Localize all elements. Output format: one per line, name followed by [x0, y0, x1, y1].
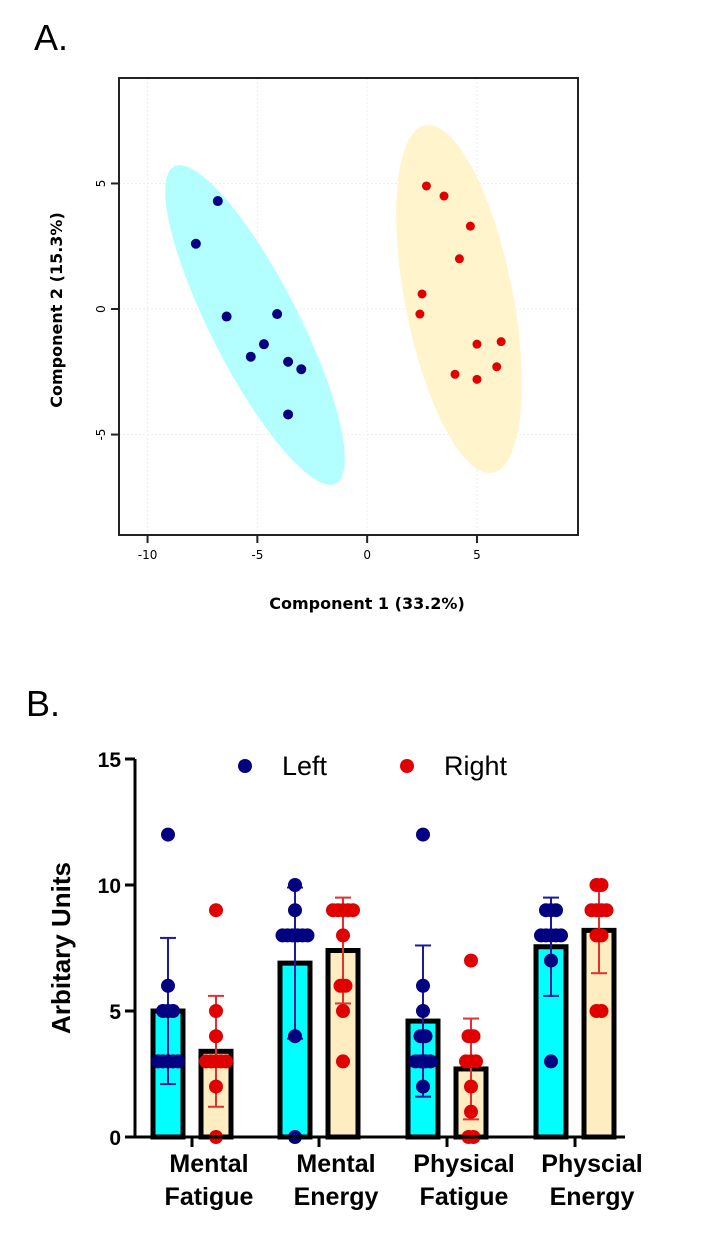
category-label-line2: Fatigue — [420, 1183, 509, 1211]
category-label-line1: Physcial — [541, 1150, 642, 1178]
data-point-right — [209, 1029, 223, 1044]
y-tick-label: 5 — [109, 1001, 121, 1024]
x-tick-label: -5 — [251, 548, 263, 562]
x-tick-label: -10 — [138, 548, 158, 562]
data-point-right — [338, 978, 353, 993]
legend-left-label: Left — [282, 751, 328, 781]
plot-frame — [118, 77, 579, 536]
x-axis-title: Component 1 (33.2%) — [269, 594, 465, 613]
y-tick-label: 0 — [94, 305, 108, 313]
data-point-right — [472, 339, 482, 349]
y-tick-label: 0 — [109, 1127, 121, 1150]
category-label-line1: Mental — [296, 1150, 375, 1178]
category-label-line2: Energy — [294, 1183, 379, 1211]
y-tick-label: 10 — [98, 875, 121, 898]
data-point-right — [336, 1054, 350, 1069]
data-point-right — [346, 903, 360, 918]
data-point-right — [466, 1029, 481, 1044]
data-point-left — [258, 339, 269, 350]
data-point-left — [283, 409, 294, 420]
data-point-left — [416, 827, 430, 842]
data-point-left — [288, 1029, 302, 1044]
panel-b-label: B. — [26, 683, 60, 724]
data-point-left — [212, 196, 223, 207]
data-point-right — [469, 1054, 483, 1069]
data-point-left — [544, 1054, 558, 1069]
category-label-line1: Mental — [169, 1150, 248, 1178]
data-point-left — [416, 978, 430, 993]
data-point-right — [415, 309, 425, 319]
legend-right-marker — [400, 759, 414, 773]
x-tick-label: 5 — [473, 548, 481, 562]
legend: Left Right — [238, 751, 508, 781]
y-tick-label: 5 — [94, 180, 108, 188]
data-point-left — [283, 356, 294, 367]
data-point-right — [209, 903, 223, 918]
data-point-left — [190, 238, 201, 249]
data-point-right — [464, 1104, 478, 1119]
data-point-left — [554, 928, 568, 943]
data-point-right — [219, 1054, 233, 1069]
data-point-left — [161, 978, 175, 993]
data-point-right — [421, 181, 431, 191]
data-point-left — [166, 1004, 180, 1018]
data-point-right — [417, 289, 427, 299]
data-point-left — [221, 311, 232, 322]
data-point-left — [549, 903, 563, 918]
data-point-left — [171, 1054, 185, 1069]
data-point-right — [594, 878, 609, 892]
data-point-left — [288, 903, 302, 918]
data-point-right — [496, 337, 506, 347]
data-point-right — [336, 1004, 350, 1018]
category-label-line1: Physical — [413, 1150, 514, 1178]
confidence-ellipse-left — [165, 165, 345, 485]
data-point-right — [599, 903, 614, 918]
data-point-right — [464, 953, 478, 968]
y-tick-label: -5 — [94, 429, 108, 441]
category-label-line2: Fatigue — [165, 1183, 254, 1211]
data-point-right — [464, 1079, 478, 1094]
data-point-right — [336, 928, 350, 943]
data-point-left — [544, 953, 558, 968]
data-point-left — [245, 351, 256, 362]
data-point-right — [209, 1004, 223, 1018]
y-tick-label: 15 — [98, 749, 122, 772]
pca-scatter-plot: -10 -5 0 5 5 0 -5 — [94, 77, 579, 562]
data-point-right — [439, 191, 449, 201]
y-axis-title: Arbitary Units — [46, 862, 76, 1034]
data-point-left — [416, 1079, 430, 1094]
data-point-left — [272, 309, 283, 320]
category-label-line2: Energy — [550, 1183, 635, 1211]
confidence-ellipse-right — [396, 124, 522, 474]
data-point-left — [418, 1029, 433, 1044]
data-point-right — [492, 362, 502, 372]
data-point-left — [161, 827, 175, 842]
x-tick-label: 0 — [363, 548, 371, 562]
legend-left-marker — [238, 759, 252, 773]
data-point-right — [594, 928, 609, 943]
data-point-right — [594, 1004, 609, 1018]
data-point-right — [465, 221, 475, 231]
data-point-right — [454, 254, 464, 264]
data-point-left — [416, 1004, 430, 1018]
data-point-left — [300, 928, 315, 943]
data-point-right — [209, 1079, 223, 1094]
panel-a-label: A. — [34, 17, 68, 58]
data-point-left — [296, 364, 307, 375]
y-axis-title: Component 2 (15.3%) — [47, 212, 66, 408]
data-point-left — [288, 878, 302, 892]
legend-right-label: Right — [444, 751, 508, 781]
data-point-left — [423, 1054, 438, 1069]
bar-chart: Mental Fatigue Mental Energy Physical Fatigue… — [98, 749, 643, 1211]
data-point-right — [472, 374, 482, 384]
data-point-right — [450, 369, 460, 379]
